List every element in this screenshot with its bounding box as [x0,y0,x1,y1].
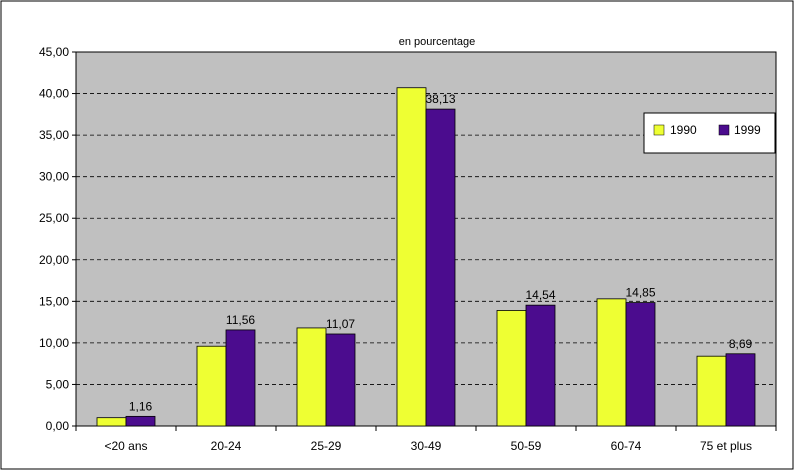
bar-1999 [725,353,756,427]
y-tick-label: 10,00 [39,336,69,350]
data-label: 1,16 [129,399,153,413]
legend-swatch-1999 [718,124,730,136]
bar-1990 [596,298,627,427]
y-tick-label: 45,00 [39,45,69,59]
data-label: 11,07 [326,317,355,331]
bar-1990 [696,355,727,427]
y-axis: 0,00 5,00 10,00 15,00 20,00 25,00 30,00 35,00 40… [39,45,76,433]
bar-1990 [96,417,127,427]
bar-1990 [396,87,427,427]
bar-1990 [296,327,327,427]
bar-1999 [125,415,156,427]
legend-swatch-1990 [653,124,665,136]
bar-1999 [625,302,656,427]
y-tick-label: 35,00 [39,128,69,142]
data-label: 38,13 [425,92,455,106]
data-label: 11,56 [226,313,255,327]
x-tick-label: 20-24 [211,439,242,453]
legend-label-1999: 1999 [734,123,761,137]
bar-1999 [425,108,456,427]
y-tick-label: 20,00 [39,253,69,267]
x-tick-label: 60-74 [611,439,642,453]
legend-label-1990: 1990 [670,123,697,137]
bars-group [96,87,756,427]
y-tick-label: 25,00 [39,211,69,225]
y-tick-label: 15,00 [39,294,69,308]
x-tick-label: 75 et plus [700,439,752,453]
y-tick-label: 0,00 [46,419,70,433]
data-labels-group: 1,16 11,56 11,07 38,13 14,54 14,85 8,69 [129,92,753,413]
x-tick-label: 30-49 [411,439,442,453]
y-tick-label: 40,00 [39,87,69,101]
x-tick-label: 25-29 [311,439,342,453]
legend-box [643,112,776,154]
x-tick-label: 50-59 [511,439,542,453]
bar-1990 [196,345,227,427]
y-tick-label: 30,00 [39,170,69,184]
x-axis: <20 ans 20-24 25-29 30-49 50-59 60-74 75 et pl… [75,426,777,453]
data-label: 14,54 [525,288,555,302]
data-label: 14,85 [625,286,655,300]
y-tick-label: 5,00 [46,377,70,391]
bar-1999 [325,333,356,427]
bar-1999 [225,329,256,427]
x-tick-label: <20 ans [104,439,147,453]
data-label: 8,69 [729,337,753,351]
legend: 1990 1999 [643,112,776,154]
chart-title: en pourcentage [399,36,475,48]
bar-1999 [525,304,556,427]
bar-1990 [496,310,527,427]
